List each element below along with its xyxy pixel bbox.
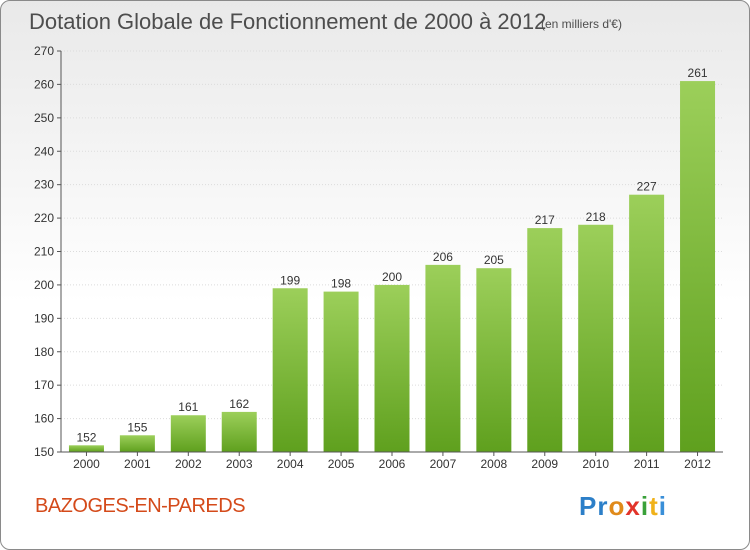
data-label: 198 [331, 277, 351, 291]
logo-part: o [608, 491, 626, 521]
bar [527, 228, 563, 452]
data-label: 199 [280, 273, 300, 287]
data-label: 200 [382, 270, 402, 284]
bar [323, 291, 359, 452]
logo-part: t [649, 491, 659, 521]
data-label: 217 [535, 213, 555, 227]
bar [221, 411, 257, 452]
bar [578, 224, 614, 452]
x-tick-label: 2001 [124, 457, 151, 471]
y-axis-ticks: 150 160 170 180 190 200 210 220 230 240 250 260 270 [34, 44, 61, 459]
data-label: 227 [637, 180, 657, 194]
data-label: 205 [484, 253, 504, 267]
y-tick-label: 180 [34, 345, 54, 359]
chart-title: Dotation Globale de Fonctionnement de 20… [29, 9, 547, 34]
bar [272, 288, 308, 452]
x-tick-label: 2005 [328, 457, 355, 471]
data-label: 162 [229, 397, 249, 411]
logo-part: Pr [579, 491, 609, 521]
data-label: 206 [433, 250, 453, 264]
x-tick-label: 2008 [480, 457, 507, 471]
y-tick-label: 220 [34, 211, 54, 225]
y-tick-label: 240 [34, 144, 54, 158]
bar [629, 194, 665, 453]
x-tick-label: 2010 [582, 457, 609, 471]
y-tick-label: 270 [34, 44, 54, 58]
proxiti-logo[interactable]: Proxiti [579, 491, 667, 522]
data-label: 161 [178, 400, 198, 414]
y-tick-label: 260 [34, 77, 54, 91]
commune-name: BAZOGES-EN-PAREDS [35, 495, 246, 517]
x-tick-label: 2000 [73, 457, 100, 471]
y-tick-label: 200 [34, 278, 54, 292]
x-tick-label: 2007 [430, 457, 457, 471]
x-tick-label: 2002 [175, 457, 202, 471]
x-tick-label: 2009 [531, 457, 558, 471]
x-tick-label: 2006 [379, 457, 406, 471]
x-axis-ticks: 2000 2001 2002 2003 2004 2005 2006 2007 2008 2009… [73, 452, 711, 471]
y-tick-label: 210 [34, 245, 54, 259]
chart-subtitle: (en milliers d'€) [541, 17, 622, 31]
bars [68, 81, 716, 453]
x-tick-label: 2004 [277, 457, 304, 471]
x-tick-label: 2012 [684, 457, 711, 471]
data-label: 155 [127, 420, 147, 434]
y-tick-label: 150 [34, 445, 54, 459]
logo-part: i [640, 491, 650, 521]
bar [476, 268, 512, 452]
y-tick-label: 170 [34, 378, 54, 392]
data-label: 152 [76, 430, 96, 444]
logo-part: i [658, 491, 667, 521]
bar [680, 81, 716, 452]
bar [68, 445, 104, 452]
data-label: 218 [586, 210, 606, 224]
y-tick-label: 190 [34, 311, 54, 325]
bar [425, 264, 461, 452]
y-tick-label: 160 [34, 412, 54, 426]
bar [374, 284, 410, 452]
bar [119, 435, 155, 452]
x-tick-label: 2003 [226, 457, 253, 471]
data-labels: 152 155 161 162 199 198 200 206 205 217 218 227 261 [76, 66, 707, 444]
y-tick-label: 230 [34, 178, 54, 192]
x-tick-label: 2011 [634, 457, 660, 471]
data-label: 261 [688, 66, 708, 80]
bar [170, 415, 206, 452]
logo-part: x [625, 491, 641, 521]
y-tick-label: 250 [34, 111, 54, 125]
